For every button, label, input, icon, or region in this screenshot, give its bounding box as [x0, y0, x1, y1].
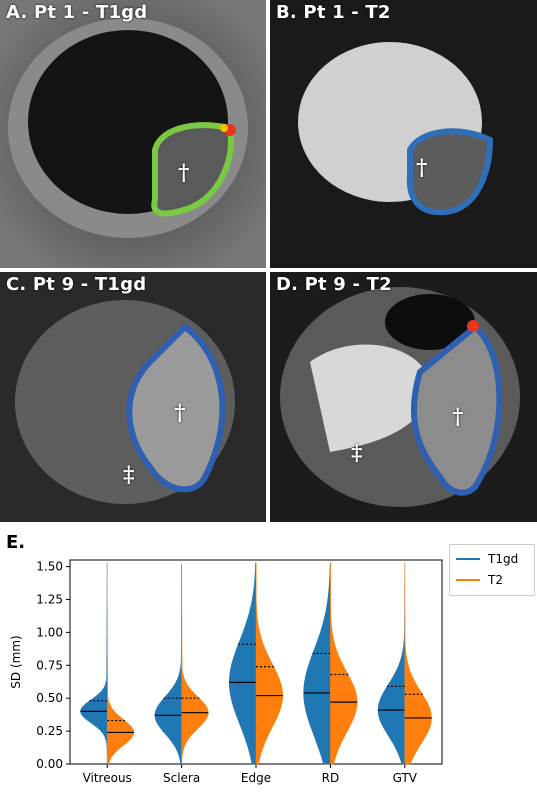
panel-b-label: B. Pt 1 - T2	[276, 2, 391, 23]
panel-b-mri-image	[270, 0, 537, 268]
legend-label-t1gd: T1gd	[488, 552, 519, 566]
violin-vitreous-t1gd	[80, 562, 108, 764]
y-tick-label-2: 0.50	[36, 691, 63, 705]
panel-b: B. Pt 1 - T2 †	[270, 0, 537, 268]
violin-sclera-t2	[181, 563, 209, 765]
x-tick-label-0: Vitreous	[83, 771, 132, 785]
y-tick-label-5: 1.25	[36, 592, 63, 606]
panel-a-mri-image	[0, 0, 266, 268]
panel-a-dagger: †	[178, 160, 190, 186]
legend-line-t1gd	[456, 558, 480, 560]
panel-c-double-dagger: ‡	[123, 462, 135, 488]
panel-e-label: E.	[6, 532, 26, 553]
y-tick-label-6: 1.50	[36, 560, 63, 574]
panel-d-mri-image	[270, 272, 537, 522]
panel-c-label: C. Pt 9 - T1gd	[6, 274, 147, 295]
legend-entry-t2: T2	[456, 570, 503, 590]
violin-edge-t2	[255, 562, 284, 765]
violin-rd-t2	[330, 562, 358, 765]
panel-b-dagger: †	[416, 155, 428, 181]
violin-sclera-t1gd	[154, 563, 182, 765]
x-tick-label-3: RD	[322, 771, 340, 785]
legend-entry-t1gd: T1gd	[456, 549, 518, 569]
violin-layer	[80, 562, 432, 765]
axis-layer: 0.00 0.25 0.50 0.75 1.00 1.25 1.50 SD (mm) Vitre…	[9, 559, 443, 785]
y-tick-label-0: 0.00	[36, 757, 63, 771]
y-axis-label: SD (mm)	[9, 635, 23, 688]
y-tick-label-1: 0.25	[36, 724, 63, 738]
legend-line-t2	[456, 579, 480, 581]
x-tick-label-2: Edge	[241, 771, 271, 785]
panel-d: D. Pt 9 - T2 † ‡	[270, 272, 537, 522]
panel-a-label: A. Pt 1 - T1gd	[6, 2, 148, 23]
violin-gtv-t1gd	[377, 562, 406, 765]
y-tick-label-4: 1.00	[36, 625, 63, 639]
legend-label-t2: T2	[488, 573, 503, 587]
violin-edge-t1gd	[228, 562, 257, 765]
y-tick-label-3: 0.75	[36, 658, 63, 672]
panel-c-mri-image	[0, 272, 266, 522]
x-tick-label-1: Sclera	[163, 771, 200, 785]
x-tick-label-4: GTV	[393, 771, 418, 785]
panel-c-dagger: †	[174, 400, 186, 426]
violin-rd-t1gd	[303, 562, 331, 765]
chart-legend: T1gd T2	[449, 544, 535, 596]
violin-gtv-t2	[404, 562, 432, 765]
violin-vitreous-t2	[106, 562, 135, 765]
panel-a: A. Pt 1 - T1gd †	[0, 0, 266, 268]
panel-d-dagger: †	[452, 404, 464, 430]
panel-d-label: D. Pt 9 - T2	[276, 274, 392, 295]
panel-d-double-dagger: ‡	[351, 440, 363, 466]
violin-chart: 0.00 0.25 0.50 0.75 1.00 1.25 1.50 SD (mm) Vitre…	[9, 559, 443, 785]
panel-c: C. Pt 9 - T1gd † ‡	[0, 272, 266, 522]
